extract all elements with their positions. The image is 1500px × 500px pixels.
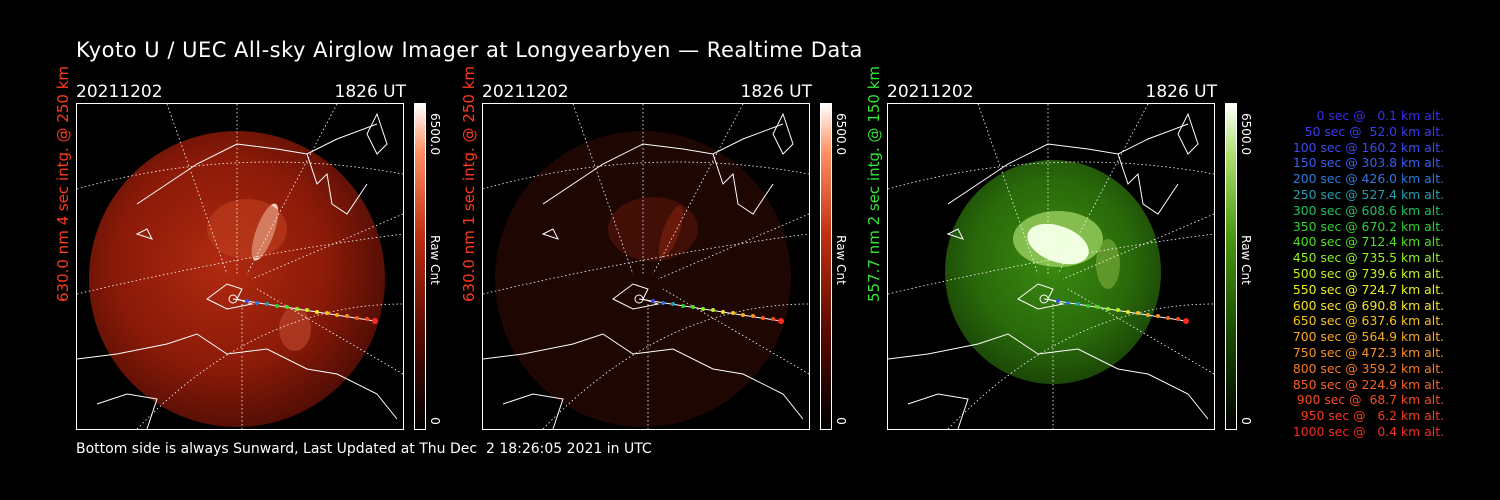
- legend-entry: 400 sec @ 712.4 km alt.: [1292, 234, 1444, 250]
- allsky-image: [482, 103, 810, 430]
- panel-date: 20211202: [482, 82, 569, 102]
- airglow-disk: [945, 160, 1161, 384]
- graticule: [77, 104, 403, 429]
- panel-time: 1826 UT: [740, 82, 813, 102]
- legend-entry: 50 sec @ 52.0 km alt.: [1304, 123, 1444, 139]
- legend-entry: 550 sec @ 724.7 km alt.: [1292, 281, 1444, 297]
- colorbar-unit: Raw Cnt: [834, 235, 848, 285]
- aurora-glow: [608, 197, 698, 261]
- trajectory-dots: [634, 294, 784, 324]
- panel-wavelength-label: 557.7 nm 2 sec intg. @ 150 km: [865, 65, 883, 303]
- panel-time: 1826 UT: [334, 82, 407, 102]
- legend-entry: 800 sec @ 359.2 km alt.: [1292, 360, 1444, 376]
- allsky-map: [483, 104, 809, 429]
- panel-time: 1826 UT: [1145, 82, 1218, 102]
- legend-entry: 950 sec @ 6.2 km alt.: [1300, 408, 1444, 424]
- panel-date: 20211202: [887, 82, 974, 102]
- legend-entry: 900 sec @ 68.7 km alt.: [1296, 392, 1444, 408]
- aurora-bright-arc: [1027, 223, 1089, 265]
- colorbar-unit: Raw Cnt: [1239, 235, 1253, 285]
- legend-entry: 700 sec @ 564.9 km alt.: [1292, 329, 1444, 345]
- allsky-map: [77, 104, 403, 429]
- legend-entry: 200 sec @ 426.0 km alt.: [1292, 171, 1444, 187]
- legend-entry: 250 sec @ 527.4 km alt.: [1292, 186, 1444, 202]
- panel-wavelength-label: 630.0 nm 1 sec intg. @ 250 km: [460, 65, 478, 303]
- footer-note: Bottom side is always Sunward, Last Upda…: [76, 441, 652, 457]
- legend-entry: 500 sec @ 739.6 km alt.: [1292, 265, 1444, 281]
- legend-entry: 350 sec @ 670.2 km alt.: [1292, 218, 1444, 234]
- panel-wavelength-label: 630.0 nm 4 sec intg. @ 250 km: [54, 65, 72, 303]
- allsky-map: [888, 104, 1214, 429]
- aurora-bright-arc: [658, 205, 684, 259]
- colorbar-max: 6500.0: [1239, 113, 1253, 155]
- graticule: [483, 104, 809, 429]
- panel-date: 20211202: [76, 82, 163, 102]
- legend-entry: 1000 sec @ 0.4 km alt.: [1292, 423, 1444, 439]
- colorbar-min: 0: [1239, 417, 1253, 425]
- colorbar-min: 0: [428, 417, 442, 425]
- trajectory-dots: [1039, 294, 1189, 324]
- legend-entry: 650 sec @ 637.6 km alt.: [1292, 313, 1444, 329]
- legend-entry: 100 sec @ 160.2 km alt.: [1292, 139, 1444, 155]
- aurora-glow: [207, 199, 287, 259]
- airglow-disk: [89, 131, 385, 427]
- graticule: [888, 104, 1214, 429]
- legend-entry: 450 sec @ 735.5 km alt.: [1292, 250, 1444, 266]
- aurora-glow-lower: [279, 307, 311, 351]
- colorbar-min: 0: [834, 417, 848, 425]
- colorbar-unit: Raw Cnt: [428, 235, 442, 285]
- aurora-glow-lower: [1096, 239, 1120, 289]
- legend-entry: 300 sec @ 608.6 km alt.: [1292, 202, 1444, 218]
- colorbar-red: [820, 103, 832, 430]
- coastlines: [888, 112, 1209, 429]
- colorbar-green: [1225, 103, 1237, 430]
- trajectory-legend: 0 sec @ 0.1 km alt. 50 sec @ 52.0 km alt.…: [1262, 108, 1444, 440]
- airglow-disk: [495, 131, 791, 427]
- colorbar-max: 6500.0: [428, 113, 442, 155]
- legend-entry: 150 sec @ 303.8 km alt.: [1292, 155, 1444, 171]
- legend-entry: 600 sec @ 690.8 km alt.: [1292, 297, 1444, 313]
- legend-entry: 0 sec @ 0.1 km alt.: [1316, 108, 1444, 123]
- colorbar-max: 6500.0: [834, 113, 848, 155]
- page-title: Kyoto U / UEC All-sky Airglow Imager at …: [76, 38, 863, 62]
- trajectory-dots: [228, 294, 378, 324]
- allsky-image: [76, 103, 404, 430]
- colorbar-red: [414, 103, 426, 430]
- legend-entry: 750 sec @ 472.3 km alt.: [1292, 344, 1444, 360]
- legend-entry: 850 sec @ 224.9 km alt.: [1292, 376, 1444, 392]
- allsky-image: [887, 103, 1215, 430]
